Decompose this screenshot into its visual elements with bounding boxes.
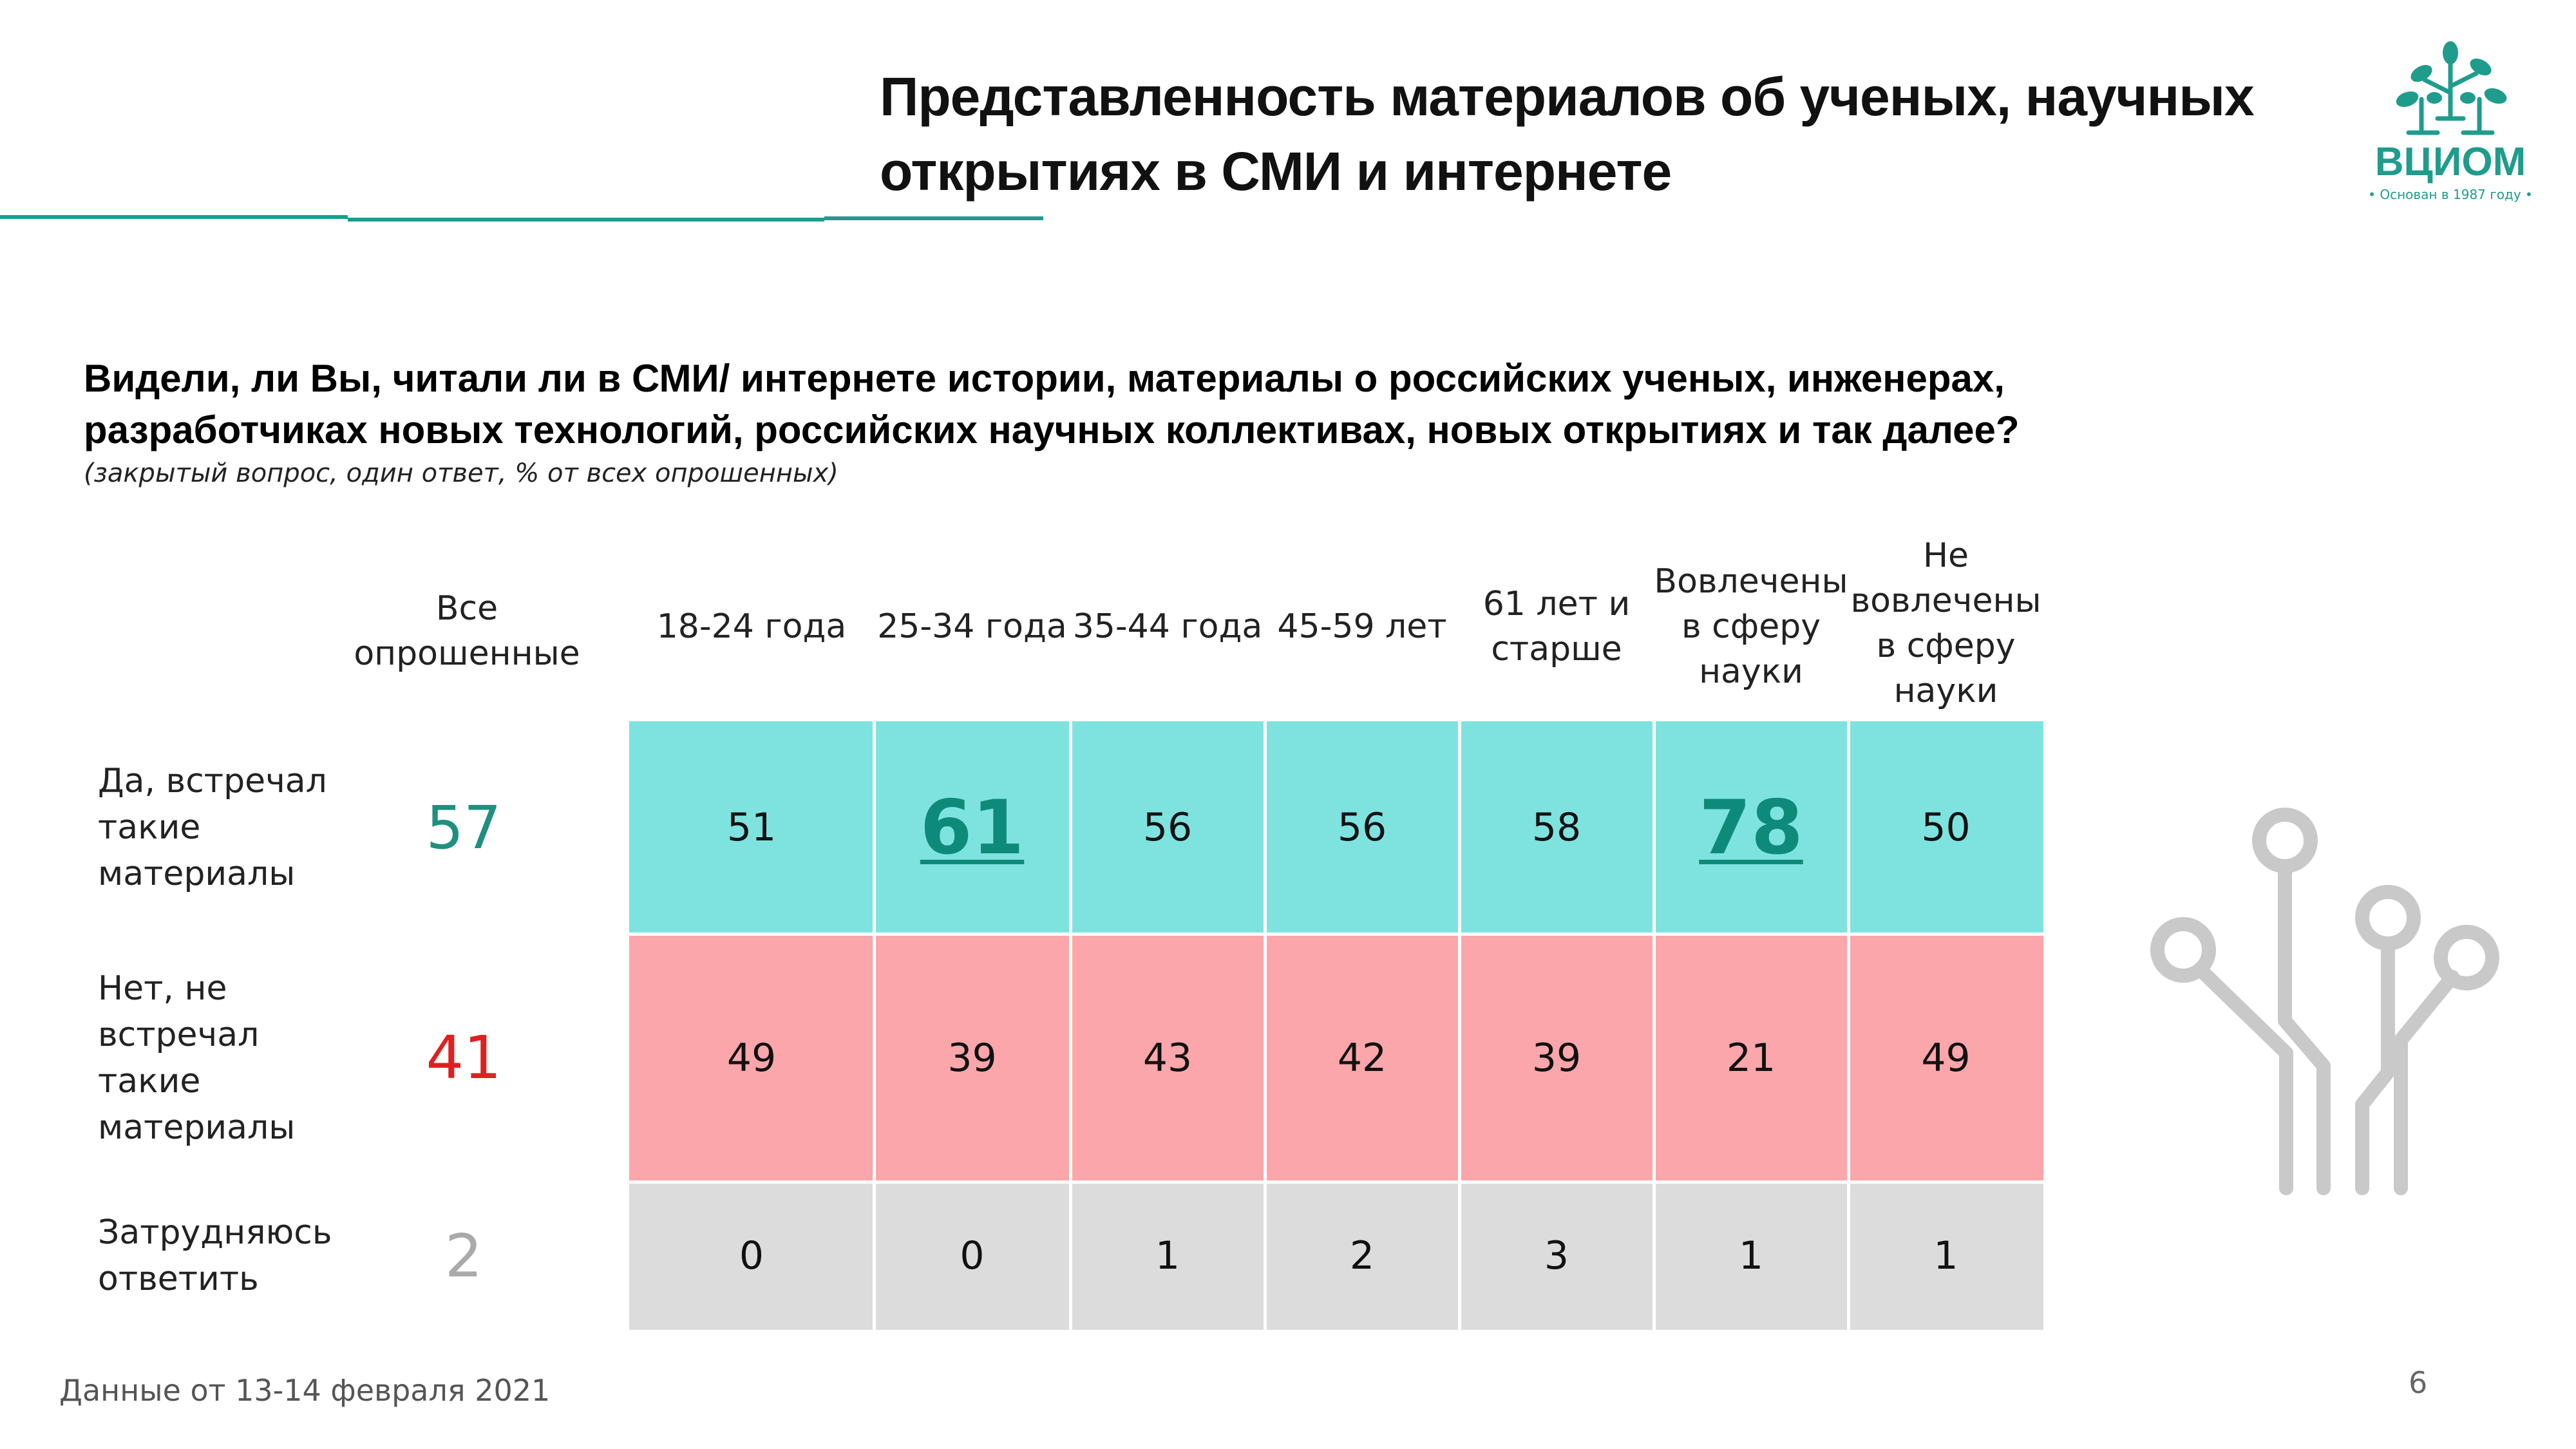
cell-value: 58 — [1531, 805, 1582, 850]
table-cell: 43 — [1070, 934, 1265, 1182]
table-cell: 1 — [1070, 1182, 1265, 1330]
table-cell: 50 — [1848, 721, 2043, 934]
column-header-total: Все опрошенные — [354, 589, 580, 673]
table-cell: 0 — [874, 1182, 1070, 1330]
header-underline-right — [824, 216, 1043, 220]
cell-value: 0 — [960, 1233, 985, 1278]
table-cell: 78 — [1654, 721, 1848, 934]
cell-value: 49 — [726, 1035, 777, 1081]
column-header-45-59: 45-59 лет — [1277, 607, 1447, 646]
cell-value: 3 — [1544, 1233, 1569, 1278]
header-underline-middle — [348, 218, 824, 222]
cell-value: 1 — [1738, 1233, 1764, 1278]
total-dont-know: 2 — [444, 1221, 483, 1291]
table-cell: 56 — [1070, 721, 1265, 934]
survey-question: Видели, ли Вы, читали ли в СМИ/ интернет… — [84, 353, 2080, 456]
question-note: (закрытый вопрос, один ответ, % от всех … — [84, 459, 838, 488]
table-cell: 3 — [1459, 1182, 1654, 1330]
cell-value: 56 — [1142, 805, 1193, 850]
cell-value: 78 — [1699, 784, 1803, 871]
total-no: 41 — [426, 1023, 502, 1092]
table-cell: 21 — [1654, 934, 1848, 1182]
cell-value: 39 — [1531, 1035, 1582, 1081]
table-cell: 1 — [1654, 1182, 1848, 1330]
column-divider — [873, 721, 876, 1330]
table-cell: 39 — [874, 934, 1070, 1182]
column-divider — [1847, 721, 1850, 1330]
table-cell: 61 — [874, 721, 1070, 934]
vtsiom-logo: ВЦИОМ • Основан в 1987 году • — [2331, 22, 2570, 209]
circuit-icon — [2150, 808, 2499, 1195]
table-cell: 42 — [1265, 934, 1459, 1182]
survey-question-line1: Видели, ли Вы, читали ли в СМИ/ интернет… — [84, 357, 2005, 400]
column-divider — [1458, 721, 1461, 1330]
column-header-involved: Вовлечены в сферу науки — [1654, 562, 1848, 691]
table-cell: 49 — [629, 934, 874, 1182]
cell-value: 43 — [1142, 1035, 1193, 1081]
table-cell: 39 — [1459, 934, 1654, 1182]
cell-value: 21 — [1726, 1035, 1776, 1081]
table-cell: 0 — [629, 1182, 874, 1330]
total-yes: 57 — [426, 793, 502, 862]
table-cell: 2 — [1265, 1182, 1459, 1330]
circuit-decoration — [2145, 789, 2505, 1208]
header-underline-left — [0, 215, 348, 219]
tree-logo-icon: ВЦИОМ • Основан в 1987 году • — [2368, 41, 2533, 202]
cell-value: 2 — [1349, 1233, 1375, 1278]
table-cell: 56 — [1265, 721, 1459, 934]
page-number: 6 — [2409, 1365, 2428, 1400]
table-cell: 49 — [1848, 934, 2043, 1182]
row-divider — [629, 933, 2043, 936]
cell-value: 61 — [920, 784, 1025, 871]
cell-value: 50 — [1921, 805, 1971, 850]
column-divider — [1264, 721, 1267, 1330]
cell-value: 56 — [1337, 805, 1387, 850]
row-label-yes: Да, встречал такие материалы — [98, 762, 327, 893]
page-title-line1: Представленность материалов об ученых, н… — [880, 66, 2255, 127]
cell-value: 0 — [739, 1233, 764, 1278]
data-source-note: Данные от 13-14 февраля 2021 — [59, 1373, 551, 1408]
page-title-line2: открытиях в СМИ и интернете — [880, 141, 1672, 202]
cell-value: 1 — [1155, 1233, 1180, 1278]
cell-value: 51 — [726, 805, 777, 850]
column-divider — [1069, 721, 1072, 1330]
table-cell: 1 — [1848, 1182, 2043, 1330]
cell-value: 42 — [1337, 1035, 1387, 1081]
cell-value: 1 — [1933, 1233, 1958, 1278]
logo-text: ВЦИОМ — [2375, 140, 2526, 184]
row-label-dont-know: Затрудняюсь ответить — [98, 1213, 332, 1298]
logo-tagline: • Основан в 1987 году • — [2368, 187, 2533, 202]
column-header-18-24: 18-24 года — [656, 607, 847, 646]
table-cell: 51 — [629, 721, 874, 934]
row-label-no: Нет, не встречал такие материалы — [98, 969, 296, 1147]
row-divider — [629, 1180, 2043, 1184]
table-cell: 58 — [1459, 721, 1654, 934]
page-title: Представленность материалов об ученых, н… — [880, 59, 2329, 209]
cell-value: 49 — [1921, 1035, 1971, 1081]
column-header-35-44: 35-44 года — [1072, 607, 1263, 646]
column-divider — [1653, 721, 1656, 1330]
column-header-25-34: 25-34 года — [877, 607, 1067, 646]
column-header-not-involved: Не вовлечены в сферу науки — [1850, 536, 2041, 710]
cell-value: 39 — [947, 1035, 997, 1081]
column-header-61-plus: 61 лет и старше — [1482, 584, 1631, 668]
survey-question-line2: разработчиках новых технологий, российск… — [84, 408, 2020, 451]
